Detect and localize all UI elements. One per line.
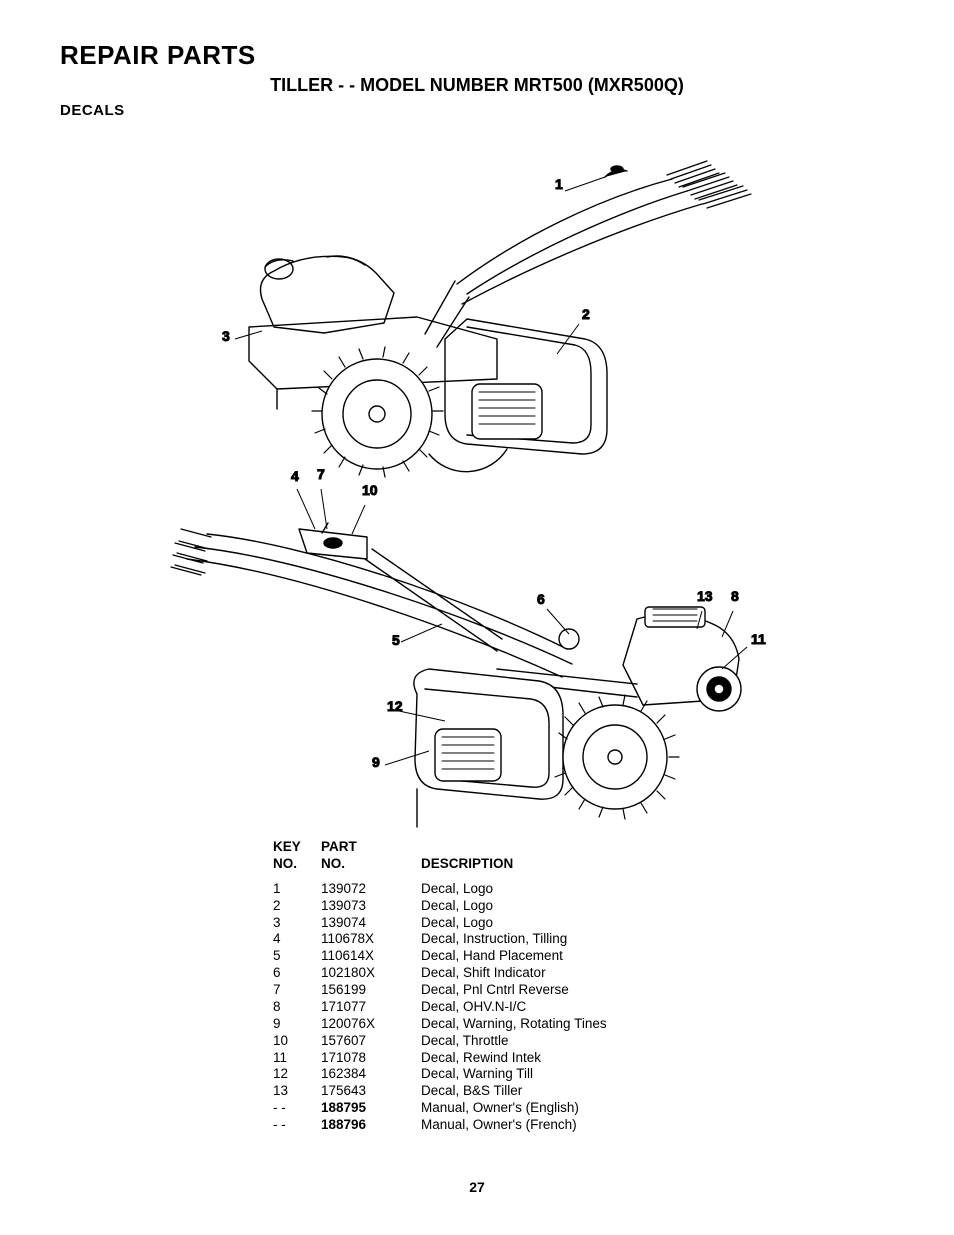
cell-desc: Manual, Owner's (English): [421, 1100, 681, 1117]
cell-part: 139072: [321, 881, 421, 898]
table-row: 8171077Decal, OHV.N-I/C: [273, 999, 681, 1016]
cell-part: 171078: [321, 1050, 421, 1067]
table-row: 3139074Decal, Logo: [273, 915, 681, 932]
cell-key: 11: [273, 1050, 321, 1067]
cell-part: 171077: [321, 999, 421, 1016]
table-row: - -188795Manual, Owner's (English): [273, 1100, 681, 1117]
callout-leader: [401, 624, 442, 642]
callout-number: 1: [555, 176, 563, 192]
col-header-desc: DESCRIPTION: [421, 839, 681, 881]
cell-key: 8: [273, 999, 321, 1016]
cell-part: 120076X: [321, 1016, 421, 1033]
tiller-diagram: 12347105613811129: [167, 129, 787, 829]
cell-part: 139073: [321, 898, 421, 915]
table-row: 10157607Decal, Throttle: [273, 1033, 681, 1050]
table-row: 9120076XDecal, Warning, Rotating Tines: [273, 1016, 681, 1033]
section-label: DECALS: [60, 102, 894, 119]
table-row: 6102180XDecal, Shift Indicator: [273, 965, 681, 982]
callout-number: 7: [317, 466, 325, 482]
cell-key: - -: [273, 1117, 321, 1134]
parts-table-container: KEYNO. PARTNO. DESCRIPTION 1139072Decal,…: [60, 839, 894, 1134]
table-row: 5110614XDecal, Hand Placement: [273, 948, 681, 965]
callout-leader: [352, 505, 365, 534]
cell-desc: Decal, Instruction, Tilling: [421, 931, 681, 948]
cell-key: 6: [273, 965, 321, 982]
cell-part: 156199: [321, 982, 421, 999]
callout-number: 4: [291, 468, 299, 484]
callout-number: 9: [372, 754, 380, 770]
cell-desc: Decal, Rewind Intek: [421, 1050, 681, 1067]
cell-desc: Decal, Warning, Rotating Tines: [421, 1016, 681, 1033]
cell-part: 175643: [321, 1083, 421, 1100]
cell-key: 2: [273, 898, 321, 915]
cell-desc: Decal, Shift Indicator: [421, 965, 681, 982]
cell-desc: Decal, B&S Tiller: [421, 1083, 681, 1100]
cell-part: 139074: [321, 915, 421, 932]
page-number: 27: [0, 1179, 954, 1195]
cell-desc: Decal, Logo: [421, 898, 681, 915]
cell-part: 188796: [321, 1117, 421, 1134]
callout-number: 6: [537, 591, 545, 607]
cell-key: 7: [273, 982, 321, 999]
callout-leader: [557, 324, 579, 354]
table-row: 12162384Decal, Warning Till: [273, 1066, 681, 1083]
cell-key: 13: [273, 1083, 321, 1100]
table-row: 2139073Decal, Logo: [273, 898, 681, 915]
cell-desc: Decal, Pnl Cntrl Reverse: [421, 982, 681, 999]
cell-key: 12: [273, 1066, 321, 1083]
diagram-container: 12347105613811129: [60, 129, 894, 829]
cell-part: 188795: [321, 1100, 421, 1117]
page-title: REPAIR PARTS: [60, 40, 894, 71]
callout-leader: [565, 177, 605, 191]
callout-number: 12: [387, 698, 403, 714]
cell-key: 5: [273, 948, 321, 965]
table-row: - -188796Manual, Owner's (French): [273, 1117, 681, 1134]
cell-key: 9: [273, 1016, 321, 1033]
cell-part: 102180X: [321, 965, 421, 982]
cell-part: 110614X: [321, 948, 421, 965]
table-row: 4110678XDecal, Instruction, Tilling: [273, 931, 681, 948]
cell-key: 1: [273, 881, 321, 898]
callout-number: 8: [731, 588, 739, 604]
table-row: 11171078Decal, Rewind Intek: [273, 1050, 681, 1067]
callout-number: 5: [392, 632, 400, 648]
callout-number: 2: [582, 306, 590, 322]
cell-key: 3: [273, 915, 321, 932]
callout-leader: [297, 489, 315, 529]
callout-number: 13: [697, 588, 713, 604]
cell-desc: Decal, OHV.N-I/C: [421, 999, 681, 1016]
table-row: 7156199Decal, Pnl Cntrl Reverse: [273, 982, 681, 999]
callout-leader: [722, 611, 733, 637]
cell-desc: Decal, Throttle: [421, 1033, 681, 1050]
cell-part: 157607: [321, 1033, 421, 1050]
cell-key: 10: [273, 1033, 321, 1050]
table-row: 1139072Decal, Logo: [273, 881, 681, 898]
callout-number: 10: [362, 482, 378, 498]
cell-key: 4: [273, 931, 321, 948]
cell-desc: Decal, Logo: [421, 881, 681, 898]
callout-leader: [321, 489, 327, 529]
cell-part: 162384: [321, 1066, 421, 1083]
cell-desc: Decal, Hand Placement: [421, 948, 681, 965]
cell-desc: Decal, Warning Till: [421, 1066, 681, 1083]
cell-desc: Manual, Owner's (French): [421, 1117, 681, 1134]
cell-desc: Decal, Logo: [421, 915, 681, 932]
cell-key: - -: [273, 1100, 321, 1117]
col-header-key: KEYNO.: [273, 839, 321, 881]
col-header-part: PARTNO.: [321, 839, 421, 881]
callout-number: 3: [222, 328, 230, 344]
callout-leader: [547, 609, 569, 634]
table-row: 13175643Decal, B&S Tiller: [273, 1083, 681, 1100]
callout-number: 11: [751, 631, 766, 647]
page-subtitle: TILLER - - MODEL NUMBER MRT500 (MXR500Q): [60, 75, 894, 96]
cell-part: 110678X: [321, 931, 421, 948]
parts-table: KEYNO. PARTNO. DESCRIPTION 1139072Decal,…: [273, 839, 681, 1134]
